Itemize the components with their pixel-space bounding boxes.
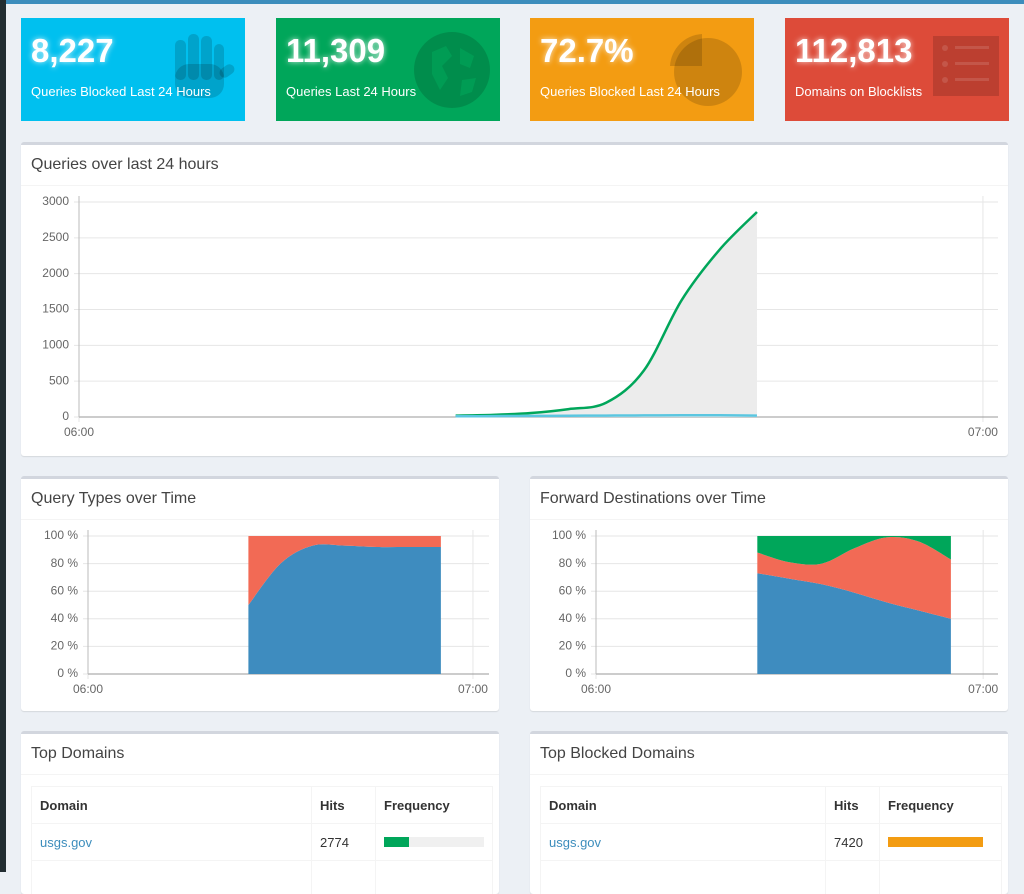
box-title: Forward Destinations over Time	[530, 479, 1008, 520]
table: Domain Hits Frequency usgs.gov 7420	[540, 786, 1002, 894]
column-header: Hits	[825, 786, 880, 824]
pie-icon	[670, 34, 742, 106]
frequency-bar	[384, 837, 409, 847]
domain-link[interactable]: usgs.gov	[40, 834, 93, 850]
bar-track	[888, 837, 993, 847]
bar-track	[384, 837, 484, 847]
chart-box: Queries over last 24 hours	[21, 142, 1008, 456]
stat-box: 8,227 Queries Blocked Last 24 Hours	[21, 18, 245, 121]
box-title: Top Blocked Domains	[530, 734, 1008, 775]
stat-label: Queries Blocked Last 24 Hours	[540, 84, 720, 99]
column-header: Domain	[540, 786, 826, 824]
stat-label: Queries Blocked Last 24 Hours	[31, 84, 211, 99]
stat-value: 112,813	[795, 32, 913, 69]
hits: 2774	[311, 823, 376, 861]
domain-link[interactable]: usgs.gov	[549, 834, 602, 850]
list-icon	[933, 36, 999, 96]
sidebar-edge	[0, 0, 6, 872]
top-bar	[0, 0, 1024, 4]
column-header: Frequency	[375, 786, 493, 824]
stat-label: Domains on Blocklists	[795, 84, 923, 99]
column-header: Domain	[31, 786, 312, 824]
chart-box: Forward Destinations over Time	[530, 476, 1008, 711]
stat-value: 11,309	[286, 32, 386, 69]
hand-icon	[175, 34, 235, 98]
stat-box: 11,309 Queries Last 24 Hours	[276, 18, 500, 121]
column-header: Frequency	[879, 786, 1002, 824]
stat-value: 8,227	[31, 32, 114, 69]
box-title: Queries over last 24 hours	[21, 145, 1008, 186]
stat-box: 112,813 Domains on Blocklists	[785, 18, 1009, 121]
stat-value: 72.7%	[540, 32, 634, 69]
hits: 7420	[825, 823, 880, 861]
table-box: Top Domains Domain Hits Frequency usgs.gov…	[21, 731, 499, 894]
chart-box: Query Types over Time	[21, 476, 499, 711]
table: Domain Hits Frequency usgs.gov 2774	[31, 786, 493, 894]
box-title: Top Domains	[21, 734, 499, 775]
box-title: Query Types over Time	[21, 479, 499, 520]
stat-label: Queries Last 24 Hours	[286, 84, 417, 99]
frequency-bar	[888, 837, 983, 847]
column-header: Hits	[311, 786, 376, 824]
table-box: Top Blocked Domains Domain Hits Frequency …	[530, 731, 1008, 894]
globe-icon	[414, 32, 490, 108]
stat-box: 72.7% Queries Blocked Last 24 Hours	[530, 18, 754, 121]
